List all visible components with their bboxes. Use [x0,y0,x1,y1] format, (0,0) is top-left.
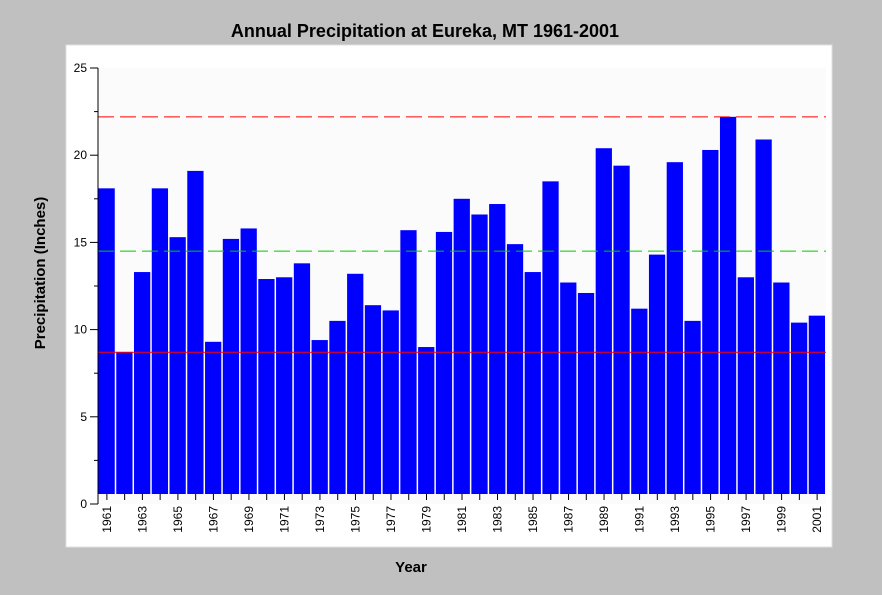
bar-1969 [240,228,257,494]
bar-1966 [187,170,204,494]
bar-1988 [577,292,595,494]
bar-1970 [258,279,275,494]
bar-2001 [808,315,825,494]
bar-1971 [276,277,293,494]
y-tick-label: 0 [80,497,87,511]
bar-1990 [613,165,630,494]
x-tick-label: 1985 [526,506,540,533]
bar-1986 [542,181,559,495]
bar-1968 [222,238,240,494]
bar-1994 [684,320,701,494]
x-tick-label: 1979 [419,506,433,533]
bar-1974 [329,320,346,494]
bar-2000 [790,322,808,494]
bar-1992 [648,254,666,494]
bar-1989 [595,148,612,494]
x-tick-label: 1981 [455,506,469,533]
x-tick-label: 1963 [135,506,149,533]
bar-1967 [205,341,222,494]
bar-1961 [98,188,115,494]
x-tick-label: 2001 [810,506,824,533]
x-tick-label: 1977 [384,506,398,533]
x-axis: 1961 1963 1965 1967 1969 1971 1973 1975 1977 1979… [100,494,824,533]
y-axis: 0 5 10 15 20 25 [74,61,99,511]
x-tick-label: 1965 [171,506,185,533]
bar-1997 [737,277,754,494]
bar-1977 [382,310,399,494]
y-tick-label: 25 [74,61,88,75]
bar-1972 [293,263,311,494]
x-tick-label: 1987 [562,506,576,533]
bar-1995 [702,149,719,494]
y-tick-label: 5 [80,410,87,424]
x-axis-label: Year [395,559,427,576]
bar-1973 [311,340,328,494]
y-tick-label: 20 [74,148,88,162]
x-tick-label: 1975 [348,506,362,533]
bar-1975 [347,273,364,494]
x-tick-label: 1961 [100,506,114,533]
bar-1964 [151,188,169,494]
x-tick-label: 1993 [668,506,682,533]
bar-1984 [506,244,524,494]
bar-1999 [773,282,790,494]
x-tick-label: 1967 [206,506,220,533]
x-tick-label: 1991 [633,506,647,533]
x-tick-label: 1989 [597,506,611,533]
x-tick-label: 1995 [704,506,718,533]
bars-group [98,116,825,495]
chart-title: Annual Precipitation at Eureka, MT 1961-… [231,21,619,41]
bar-1978 [400,230,417,494]
bar-1983 [489,204,506,494]
bar-1976 [364,305,382,494]
bar-1993 [666,162,683,494]
x-tick-label: 1971 [277,506,291,533]
bar-1982 [471,214,488,494]
x-tick-label: 1969 [242,506,256,533]
y-tick-label: 15 [74,235,88,249]
x-tick-label: 1997 [739,506,753,533]
bar-1965 [169,237,186,495]
x-tick-label: 1983 [491,506,505,533]
bar-1998 [755,139,772,494]
bar-1991 [631,308,648,494]
bar-1987 [560,282,577,494]
y-tick-label: 10 [74,323,88,337]
bar-1962 [116,352,133,494]
bar-1985 [524,272,541,494]
bar-1981 [453,198,470,495]
x-tick-label: 1973 [313,506,327,533]
bar-1979 [418,347,435,494]
x-tick-label: 1999 [775,506,789,533]
bar-1963 [134,272,151,494]
bar-1980 [435,231,453,494]
reference-lines-group [98,116,826,353]
y-axis-label: Precipitation (Inches) [32,197,49,350]
bar-1996 [719,116,737,494]
